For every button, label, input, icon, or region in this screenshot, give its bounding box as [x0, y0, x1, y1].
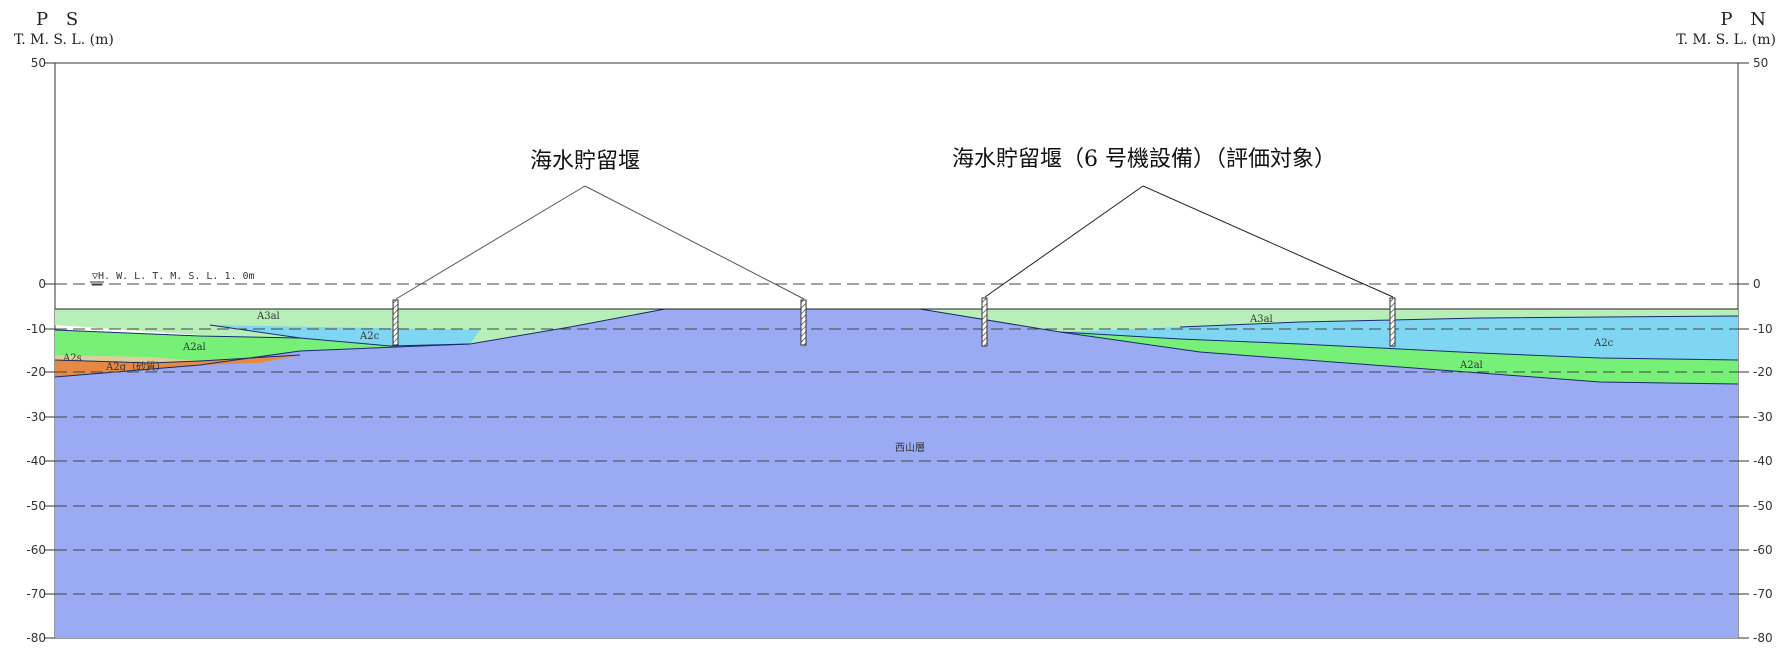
ps-label: P S: [36, 9, 85, 30]
right-axis: 50 0 -10 -20 -30 -40 -50 -60 -70 -80: [1738, 56, 1773, 645]
callout-seawater-weir-unit6: 海水貯留堰（6 号機設備）（評価対象）: [952, 147, 1336, 172]
label-right-a2c: A2c: [1593, 338, 1614, 349]
layer-right-a2al: [1060, 332, 1738, 384]
layer-nishiyama-base: [55, 309, 1738, 638]
right-elevation-unit: T. M. S. L. (m): [1676, 32, 1776, 48]
left-tick-minus40: -40: [26, 454, 46, 468]
left-tick-minus10: -10: [26, 322, 46, 336]
section-point-pn: P N T. M. S. L. (m): [1676, 9, 1776, 49]
elevation-gridlines: [55, 283, 1738, 595]
label-left-a2al: A2al: [182, 342, 206, 353]
left-tick-minus80: -80: [26, 631, 46, 645]
callout-leaders-right: [984, 185, 1394, 298]
label-right-a3al: A3al: [1249, 314, 1273, 325]
label-right-a2al: A2al: [1459, 360, 1483, 371]
callout-seawater-weir: 海水貯留堰: [530, 149, 640, 174]
left-elevation-unit: T. M. S. L. (m): [14, 32, 114, 48]
label-left-a2c: A2c: [359, 331, 380, 342]
right-tick-minus30: -30: [1753, 410, 1773, 424]
left-tick-minus50: -50: [26, 499, 46, 513]
right-tick-minus80: -80: [1753, 631, 1773, 645]
layer-left-a2c: [210, 325, 480, 346]
right-tick-minus10: -10: [1753, 322, 1773, 336]
right-tick-minus60: -60: [1753, 543, 1773, 557]
label-left-a2s: A2s: [62, 353, 82, 364]
pile-1: [392, 299, 399, 346]
left-axis: 50 0 -10 -20 -30 -40 -50 -60 -70 -80: [26, 56, 55, 645]
high-water-level-marker: ▽H. W. L. T. M. S. L. 1. 0m: [90, 271, 255, 286]
pile-4: [1389, 297, 1396, 347]
layer-right-a2c: [1060, 316, 1738, 360]
layer-left-a2al: [55, 330, 470, 365]
pile-2: [800, 299, 807, 346]
right-tick-minus70: -70: [1753, 587, 1773, 601]
left-tick-minus20: -20: [26, 365, 46, 379]
left-tick-minus30: -30: [26, 410, 46, 424]
label-left-a3al: A3al: [256, 311, 280, 322]
right-tick-0: 0: [1753, 277, 1761, 291]
pn-label: P N: [1720, 9, 1772, 30]
layer-right-a3al: [920, 309, 1738, 332]
left-tick-50: 50: [31, 56, 46, 70]
hwl-label: ▽H. W. L. T. M. S. L. 1. 0m: [92, 271, 255, 282]
pile-3: [981, 297, 988, 347]
label-nishiyama: 西山層: [895, 442, 925, 454]
section-point-ps: P S T. M. S. L. (m): [14, 9, 114, 49]
right-tick-minus20: -20: [1753, 365, 1773, 379]
right-tick-minus40: -40: [1753, 454, 1773, 468]
label-left-a2g: A2g（砂質）: [105, 360, 166, 373]
right-tick-minus50: -50: [1753, 499, 1773, 513]
right-tick-50: 50: [1753, 56, 1768, 70]
left-tick-minus60: -60: [26, 543, 46, 557]
left-tick-minus70: -70: [26, 587, 46, 601]
callout-leaders-left: [395, 185, 805, 300]
left-tick-0: 0: [38, 277, 46, 291]
